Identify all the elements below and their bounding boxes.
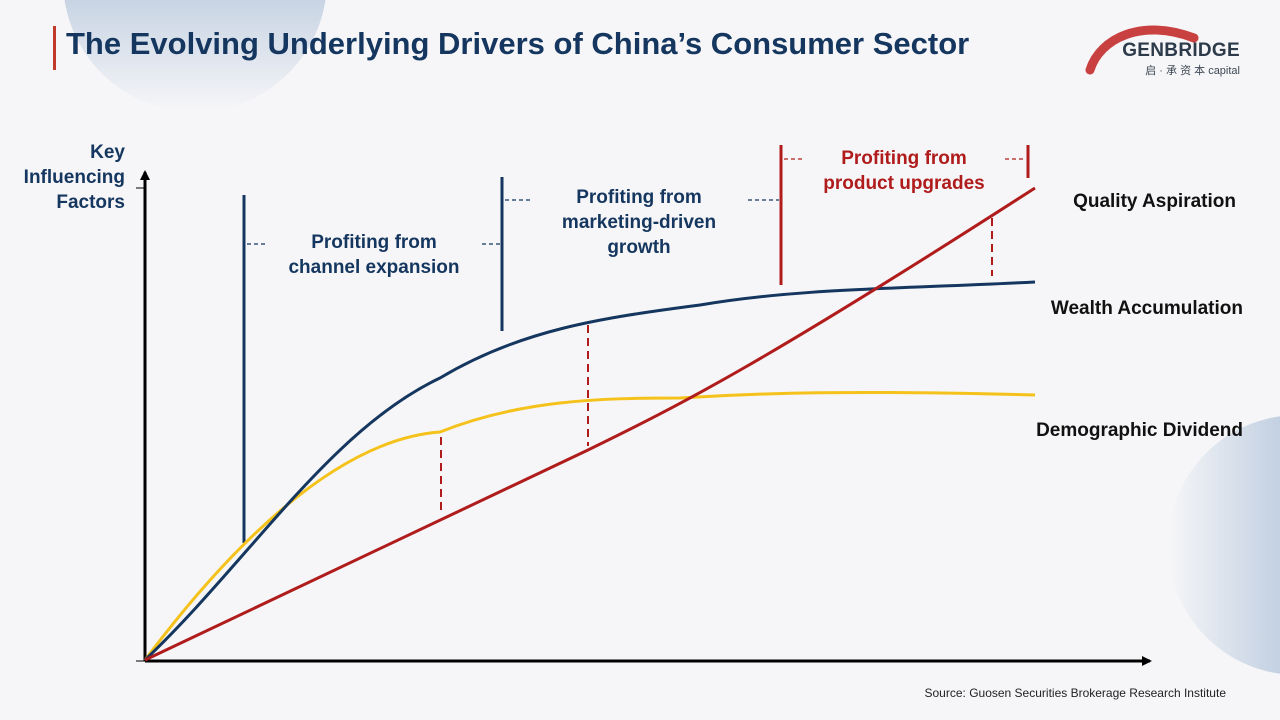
series-label-wealth-accumulation: Wealth Accumulation (1050, 298, 1243, 319)
quality-aspiration-curve (144, 186, 1036, 662)
y-axis-label: Key Influencing Factors (23, 142, 125, 213)
source-note: Source: Guosen Securities Brokerage Rese… (924, 686, 1227, 700)
decorative-circle-top (64, 0, 326, 112)
logo-name: GENBRIDGE (1122, 40, 1240, 61)
series-label-demographic-dividend: Demographic Dividend (1036, 420, 1243, 441)
company-logo: GENBRIDGE 启 · 承 资 本 capital (1082, 16, 1252, 78)
logo-arc-icon (1085, 25, 1199, 75)
demographic-dividend-curve (143, 390, 1036, 661)
logo-subtitle: 启 · 承 资 本 capital (1145, 65, 1240, 77)
phase-label-channel-expansion: Profiting from channel expansion (288, 232, 460, 278)
page-title: The Evolving Underlying Drivers of China… (66, 26, 970, 61)
title-accent-bar (53, 26, 56, 70)
decorative-circle-right (1168, 416, 1280, 674)
phase-label-product-upgrades: Profiting from product upgrades (823, 148, 985, 194)
wealth-accumulation-curve (143, 280, 1036, 662)
phase-label-marketing-growth: Profiting from marketing-driven growth (561, 187, 717, 258)
series-label-quality-aspiration: Quality Aspiration (1073, 191, 1236, 212)
